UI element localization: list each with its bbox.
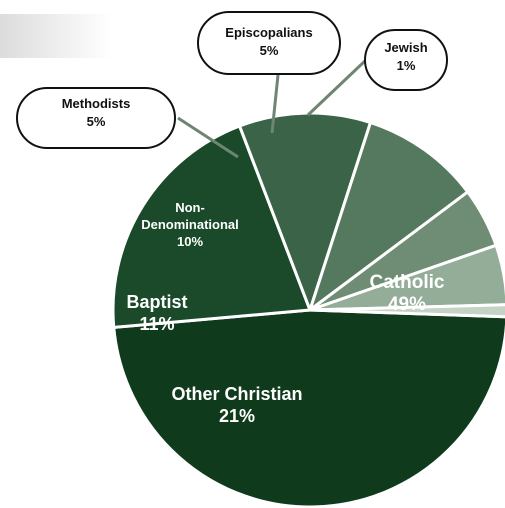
- callout-box-jewish: [364, 29, 448, 91]
- pie-slices: [111, 111, 505, 508]
- callout-label-methodists: Methodists 5%: [62, 96, 131, 129]
- leader-line-episcopalians: [270, 74, 280, 134]
- slice-value: 10%: [177, 234, 203, 249]
- pie-slice-jewish: [308, 303, 505, 319]
- slice-label-text: Catholic: [370, 272, 445, 293]
- pie-slice-other-christian: [111, 124, 312, 329]
- slice-value: 49%: [388, 294, 426, 315]
- slice-labels: Catholic 49% Other Christian 21% Baptist 11% N…: [16, 11, 448, 426]
- pie-slice-non-denominational: [308, 121, 470, 312]
- slice-label-text: Non-: [175, 200, 205, 215]
- slice-label-text: Episcopalians: [225, 25, 312, 40]
- slice-value: 1%: [397, 58, 416, 73]
- callout-label-episcopalians: Episcopalians 5%: [225, 25, 312, 58]
- slice-value: 5%: [260, 43, 279, 58]
- slice-label-text: Methodists: [62, 96, 131, 111]
- slice-label-text: Jewish: [384, 40, 427, 55]
- slice-value: 11%: [139, 314, 174, 334]
- leader-line-jewish: [306, 58, 368, 117]
- slice-label-text: Baptist: [126, 292, 187, 312]
- leader-line-methodists: [177, 116, 239, 159]
- pie-slice-catholic: [112, 308, 505, 508]
- slice-label-other-christian: Other Christian 21%: [171, 384, 302, 426]
- callout-leader-lines: [177, 58, 368, 159]
- pie-slice-baptist: [238, 111, 372, 312]
- slice-label-baptist: Baptist 11%: [126, 292, 187, 334]
- slice-label-text: Other Christian: [171, 384, 302, 404]
- decorative-fade-bar: [0, 14, 112, 58]
- slice-value: 5%: [87, 114, 106, 129]
- slice-value: 21%: [219, 406, 255, 426]
- callout-label-jewish: Jewish 1%: [384, 40, 427, 73]
- slice-label-non-denominational: Non- Denominational 10%: [141, 200, 239, 249]
- slice-label-text: Denominational: [141, 217, 239, 232]
- callout-box-episcopalians: [197, 11, 341, 75]
- callout-box-methodists: [16, 87, 176, 149]
- pie-slice-episcopalians: [308, 243, 505, 312]
- slice-label-catholic: Catholic 49%: [370, 272, 445, 315]
